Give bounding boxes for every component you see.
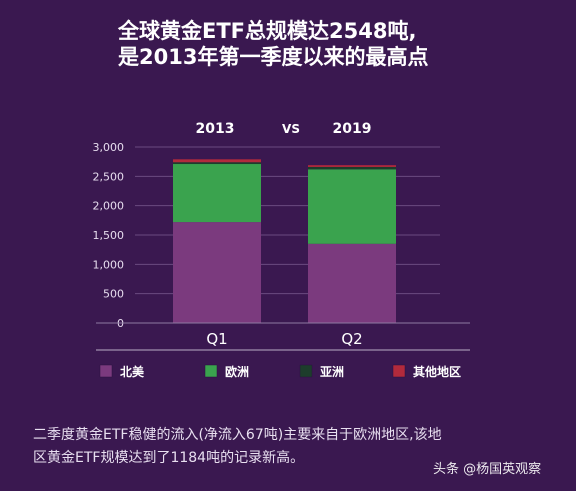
legend-label-1: 欧洲: [225, 364, 249, 379]
title-line-2: 是2013年第一季度以来的最高点: [118, 45, 429, 69]
caption-line-1: 二季度黄金ETF稳健的流入(净流入67吨)主要来自于欧洲地区,该地: [33, 427, 442, 443]
caption: 二季度黄金ETF稳健的流入(净流入67吨)主要来自于欧洲地区,该地 区黄金ETF…: [33, 424, 553, 470]
y-tick-label: 2,500: [93, 170, 125, 183]
x-tick-label: Q1: [206, 330, 227, 348]
bar-q2-series-1: [308, 169, 396, 244]
bar-q1-series-3: [173, 159, 261, 163]
legend-label-0: 北美: [120, 364, 145, 379]
stacked-bar-chart: 2013VS201905001,0001,5002,0002,5003,000Q…: [93, 121, 470, 379]
legend-label-2: 亚洲: [320, 365, 344, 379]
legend-swatch-0: [99, 364, 113, 378]
bar-q2-series-3: [308, 165, 396, 167]
bar-q2-series-2: [308, 166, 396, 170]
bar-q2-series-0: [308, 243, 396, 323]
y-tick-label: 500: [103, 288, 124, 301]
y-tick-label: 2,000: [93, 200, 125, 213]
y-tick-label: 1,500: [93, 229, 125, 242]
caption-line-2: 区黄金ETF规模达到了1184吨的记录新高。: [33, 450, 305, 466]
period-label-0: 2013: [196, 121, 235, 137]
legend-swatch-2: [299, 364, 313, 378]
x-tick-label: Q2: [341, 330, 362, 348]
period-label-2: 2019: [333, 121, 372, 137]
period-label-1: VS: [282, 122, 300, 136]
title-line-1: 全球黄金ETF总规模达2548吨,: [118, 19, 417, 43]
legend-swatch-1: [204, 364, 218, 378]
bar-q1-series-2: [173, 162, 261, 165]
legend-label-3: 其他地区: [413, 364, 461, 379]
y-tick-label: 3,000: [93, 141, 125, 154]
bar-q1-series-0: [173, 222, 261, 323]
chart-title: 全球黄金ETF总规模达2548吨, 是2013年第一季度以来的最高点: [118, 18, 538, 70]
legend-swatch-3: [392, 364, 406, 378]
y-tick-label: 1,000: [93, 258, 125, 271]
bar-q1-series-1: [173, 164, 261, 223]
watermark: 头条 @杨国英观察: [433, 462, 542, 477]
